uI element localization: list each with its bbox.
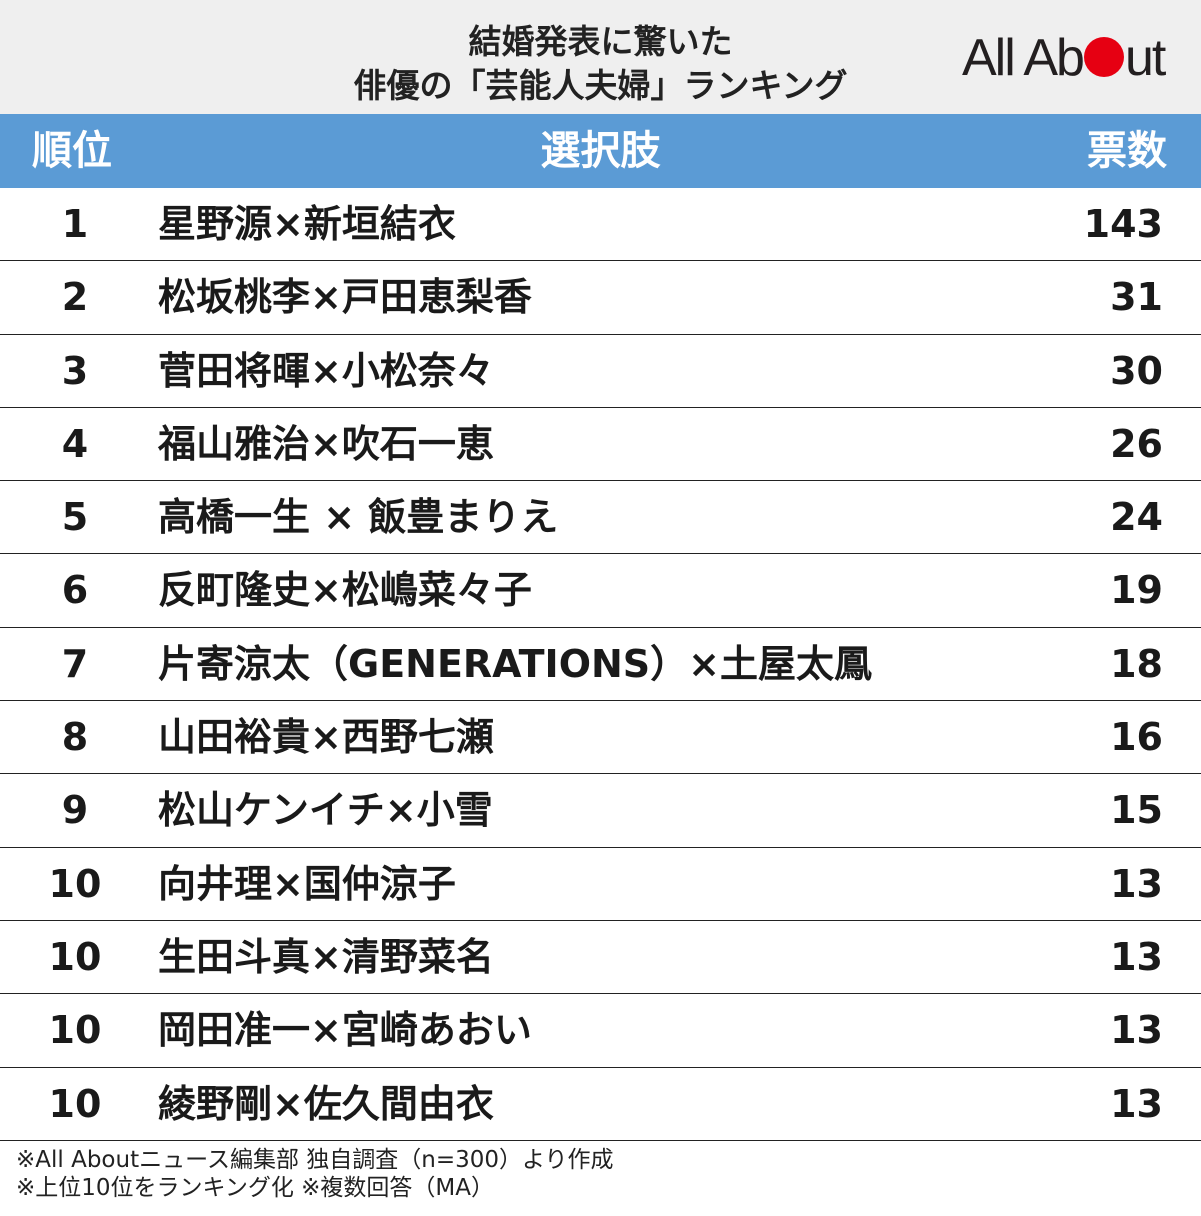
choice-cell: 松坂桃李×戸田恵梨香 <box>158 275 532 320</box>
table-row: 7 片寄涼太（GENERATIONS）×土屋太鳳 18 <box>0 628 1201 702</box>
votes-cell: 16 <box>1110 715 1163 760</box>
table-row: 10 向井理×国仲涼子 13 <box>0 848 1201 921</box>
choice-cell: 松山ケンイチ×小雪 <box>158 788 493 833</box>
votes-cell: 13 <box>1110 861 1163 906</box>
table-row: 5 高橋一生 × 飯豊まりえ 24 <box>0 481 1201 555</box>
rank-cell: 6 <box>61 568 89 613</box>
rank-cell: 2 <box>61 275 89 320</box>
choice-cell: 星野源×新垣結衣 <box>158 202 456 246</box>
allabout-logo: All Ab ut <box>962 29 1166 87</box>
rank-cell: 10 <box>48 1008 102 1053</box>
rank-cell: 7 <box>61 641 89 686</box>
column-header-choice: 選択肢 <box>540 128 661 174</box>
votes-cell: 15 <box>1110 788 1163 833</box>
rank-cell: 4 <box>61 421 89 466</box>
footer-note-method: ※上位10位をランキング化 ※複数回答（MA） <box>16 1175 495 1201</box>
choice-cell: 反町隆史×松嶋菜々子 <box>158 568 532 613</box>
table-body: 1 星野源×新垣結衣 143 2 松坂桃李×戸田恵梨香 31 3 菅田将暉×小松奈々 30 4 福山… <box>0 188 1201 1141</box>
footer-notes: ※All Aboutニュース編集部 独自調査（n=300）より作成 ※上位10位… <box>16 1146 614 1202</box>
logo-red-dot-icon <box>1083 37 1124 77</box>
table-row: 10 岡田准一×宮崎あおい 13 <box>0 994 1201 1068</box>
footer-note-source: ※All Aboutニュース編集部 独自調査（n=300）より作成 <box>16 1147 614 1173</box>
logo-text-start: All Ab <box>962 29 1085 87</box>
rank-cell: 8 <box>61 715 89 760</box>
votes-cell: 13 <box>1110 934 1163 979</box>
choice-cell: 向井理×国仲涼子 <box>158 861 456 906</box>
table-row: 9 松山ケンイチ×小雪 15 <box>0 774 1201 848</box>
table-row: 4 福山雅治×吹石一恵 26 <box>0 408 1201 482</box>
rank-cell: 10 <box>48 934 102 979</box>
rank-cell: 10 <box>48 861 102 906</box>
votes-cell: 13 <box>1110 1008 1163 1053</box>
rank-cell: 1 <box>61 202 89 246</box>
votes-cell: 143 <box>1083 202 1163 246</box>
rank-cell: 10 <box>48 1081 102 1126</box>
rank-cell: 9 <box>61 788 89 833</box>
header: 結婚発表に驚いた 俳優の「芸能人夫婦」ランキング All Ab ut <box>0 0 1201 114</box>
choice-cell: 綾野剛×佐久間由衣 <box>158 1081 494 1126</box>
table-row: 8 山田裕貴×西野七瀬 16 <box>0 701 1201 775</box>
table-row: 2 松坂桃李×戸田恵梨香 31 <box>0 261 1201 335</box>
choice-cell: 福山雅治×吹石一恵 <box>158 421 494 466</box>
votes-cell: 31 <box>1110 275 1163 320</box>
table-row: 6 反町隆史×松嶋菜々子 19 <box>0 554 1201 628</box>
choice-cell: 菅田将暉×小松奈々 <box>158 348 494 393</box>
table-row: 10 生田斗真×清野菜名 13 <box>0 921 1201 995</box>
votes-cell: 30 <box>1110 348 1163 393</box>
choice-cell: 生田斗真×清野菜名 <box>158 934 494 979</box>
logo-text-end: ut <box>1124 29 1166 87</box>
table-row: 3 菅田将暉×小松奈々 30 <box>0 335 1201 408</box>
table-row: 10 綾野剛×佐久間由衣 13 <box>0 1068 1201 1141</box>
votes-cell: 24 <box>1110 495 1163 540</box>
votes-cell: 13 <box>1110 1081 1163 1126</box>
votes-cell: 19 <box>1110 568 1163 613</box>
votes-cell: 26 <box>1110 421 1163 466</box>
choice-cell: 岡田准一×宮崎あおい <box>158 1008 532 1053</box>
title-line-2: 俳優の「芸能人夫婦」ランキング <box>353 66 848 105</box>
title-line-1: 結婚発表に驚いた <box>468 22 733 61</box>
table-header: 順位 選択肢 票数 <box>0 114 1201 188</box>
votes-cell: 18 <box>1110 641 1163 686</box>
column-header-rank: 順位 <box>32 128 112 174</box>
rank-cell: 5 <box>61 495 89 540</box>
rank-cell: 3 <box>61 348 89 393</box>
choice-cell: 山田裕貴×西野七瀬 <box>158 715 494 760</box>
table-row: 1 星野源×新垣結衣 143 <box>0 188 1201 262</box>
column-header-votes: 票数 <box>1087 128 1167 174</box>
choice-cell: 高橋一生 × 飯豊まりえ <box>158 495 559 540</box>
choice-cell: 片寄涼太（GENERATIONS）×土屋太鳳 <box>158 641 873 686</box>
page-title: 結婚発表に驚いた 俳優の「芸能人夫婦」ランキング <box>0 20 1201 108</box>
